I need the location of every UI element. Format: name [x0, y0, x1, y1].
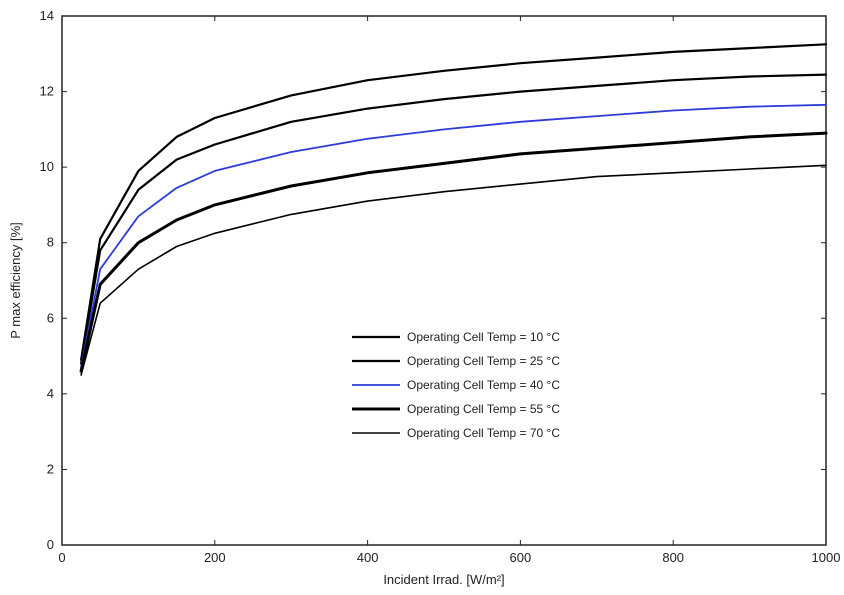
y-tick-label: 4	[47, 386, 54, 401]
y-tick-label: 8	[47, 235, 54, 250]
y-tick-label: 2	[47, 461, 54, 476]
legend-label: Operating Cell Temp = 40 °C	[407, 378, 560, 392]
legend-label: Operating Cell Temp = 25 °C	[407, 354, 560, 368]
legend-label: Operating Cell Temp = 10 °C	[407, 330, 560, 344]
legend-label: Operating Cell Temp = 70 °C	[407, 426, 560, 440]
series-line	[80, 43, 828, 361]
y-axis-title: P max efficiency [%]	[8, 222, 23, 339]
x-tick-label: 1000	[812, 550, 841, 565]
y-tick-label: 6	[47, 310, 54, 325]
x-tick-label: 0	[58, 550, 65, 565]
legend-label: Operating Cell Temp = 55 °C	[407, 402, 560, 416]
x-axis-title: Incident Irrad. [W/m²]	[383, 572, 504, 587]
series-line	[80, 73, 828, 365]
series-line	[79, 131, 828, 373]
y-tick-label: 12	[40, 84, 54, 99]
x-tick-label: 800	[662, 550, 684, 565]
x-tick-label: 600	[510, 550, 532, 565]
x-tick-label: 400	[357, 550, 379, 565]
y-tick-label: 10	[40, 159, 54, 174]
series-line	[80, 164, 827, 376]
y-tick-label: 0	[47, 537, 54, 552]
series-line	[80, 103, 827, 369]
plot-frame	[61, 15, 827, 546]
x-tick-label: 200	[204, 550, 226, 565]
y-tick-label: 14	[40, 8, 54, 23]
